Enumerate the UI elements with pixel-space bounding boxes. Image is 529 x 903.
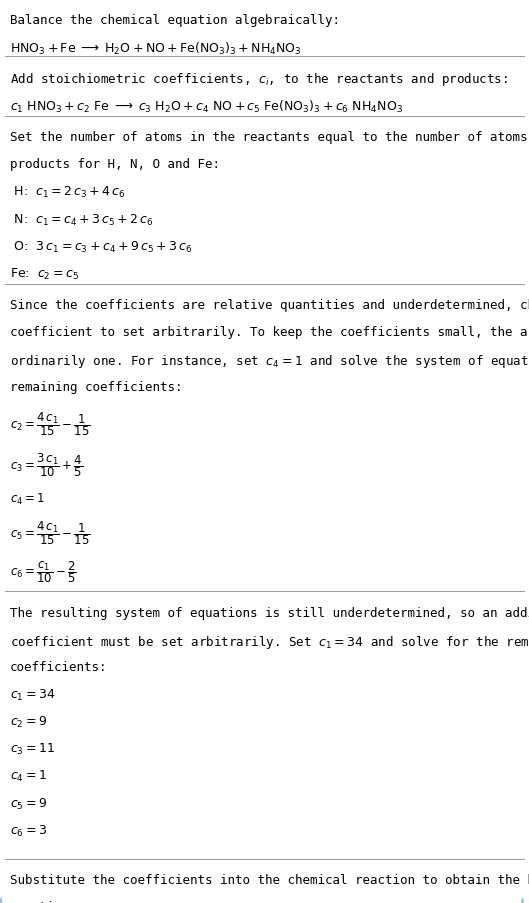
Text: coefficient to set arbitrarily. To keep the coefficients small, the arbitrary va: coefficient to set arbitrarily. To keep … xyxy=(10,326,529,339)
Text: $c_3 = \dfrac{3\,c_1}{10} + \dfrac{4}{5}$: $c_3 = \dfrac{3\,c_1}{10} + \dfrac{4}{5}… xyxy=(10,451,83,479)
Text: $c_6 = 3$: $c_6 = 3$ xyxy=(10,823,47,838)
Text: coefficient must be set arbitrarily. Set $c_1 = 34$ and solve for the remaining: coefficient must be set arbitrarily. Set… xyxy=(10,633,529,650)
Text: remaining coefficients:: remaining coefficients: xyxy=(10,380,182,393)
FancyBboxPatch shape xyxy=(1,898,523,903)
Text: $c_4 = 1$: $c_4 = 1$ xyxy=(10,768,47,784)
Text: O:  $3\,c_1 = c_3 + c_4 + 9\,c_5 + 3\,c_6$: O: $3\,c_1 = c_3 + c_4 + 9\,c_5 + 3\,c_6… xyxy=(10,239,192,255)
Text: $c_5 = 9$: $c_5 = 9$ xyxy=(10,796,47,811)
Text: coefficients:: coefficients: xyxy=(10,660,107,673)
Text: Fe:  $c_2 = c_5$: Fe: $c_2 = c_5$ xyxy=(10,266,78,282)
Text: $c_1 = 34$: $c_1 = 34$ xyxy=(10,687,55,703)
Text: The resulting system of equations is still underdetermined, so an additional: The resulting system of equations is sti… xyxy=(10,606,529,619)
Text: equation:: equation: xyxy=(10,900,77,903)
Text: N:  $c_1 = c_4 + 3\,c_5 + 2\,c_6$: N: $c_1 = c_4 + 3\,c_5 + 2\,c_6$ xyxy=(10,212,153,228)
Text: $c_6 = \dfrac{c_1}{10} - \dfrac{2}{5}$: $c_6 = \dfrac{c_1}{10} - \dfrac{2}{5}$ xyxy=(10,559,76,585)
Text: products for H, N, O and Fe:: products for H, N, O and Fe: xyxy=(10,158,220,171)
Text: Substitute the coefficients into the chemical reaction to obtain the balanced: Substitute the coefficients into the che… xyxy=(10,873,529,886)
Text: Add stoichiometric coefficients, $c_i$, to the reactants and products:: Add stoichiometric coefficients, $c_i$, … xyxy=(10,71,507,88)
Text: H:  $c_1 = 2\,c_3 + 4\,c_6$: H: $c_1 = 2\,c_3 + 4\,c_6$ xyxy=(10,185,125,200)
Text: $c_3 = 11$: $c_3 = 11$ xyxy=(10,741,54,757)
Text: ordinarily one. For instance, set $c_4 = 1$ and solve the system of equations fo: ordinarily one. For instance, set $c_4 =… xyxy=(10,353,529,370)
Text: $c_5 = \dfrac{4\,c_1}{15} - \dfrac{1}{15}$: $c_5 = \dfrac{4\,c_1}{15} - \dfrac{1}{15… xyxy=(10,518,90,546)
Text: Since the coefficients are relative quantities and underdetermined, choose a: Since the coefficients are relative quan… xyxy=(10,299,529,312)
Text: $c_2 = 9$: $c_2 = 9$ xyxy=(10,714,47,730)
Text: $c_2 = \dfrac{4\,c_1}{15} - \dfrac{1}{15}$: $c_2 = \dfrac{4\,c_1}{15} - \dfrac{1}{15… xyxy=(10,410,90,438)
Text: $\mathrm{HNO_3 + Fe} \;\longrightarrow\; \mathrm{H_2O + NO + Fe(NO_3)_3 + NH_4NO: $\mathrm{HNO_3 + Fe} \;\longrightarrow\;… xyxy=(10,41,302,57)
Text: $c_1\ \mathrm{HNO_3} + c_2\ \mathrm{Fe} \;\longrightarrow\; c_3\ \mathrm{H_2O} +: $c_1\ \mathrm{HNO_3} + c_2\ \mathrm{Fe} … xyxy=(10,98,403,115)
Text: Set the number of atoms in the reactants equal to the number of atoms in the: Set the number of atoms in the reactants… xyxy=(10,131,529,144)
Text: $c_4 = 1$: $c_4 = 1$ xyxy=(10,491,44,507)
Text: Balance the chemical equation algebraically:: Balance the chemical equation algebraica… xyxy=(10,14,340,26)
